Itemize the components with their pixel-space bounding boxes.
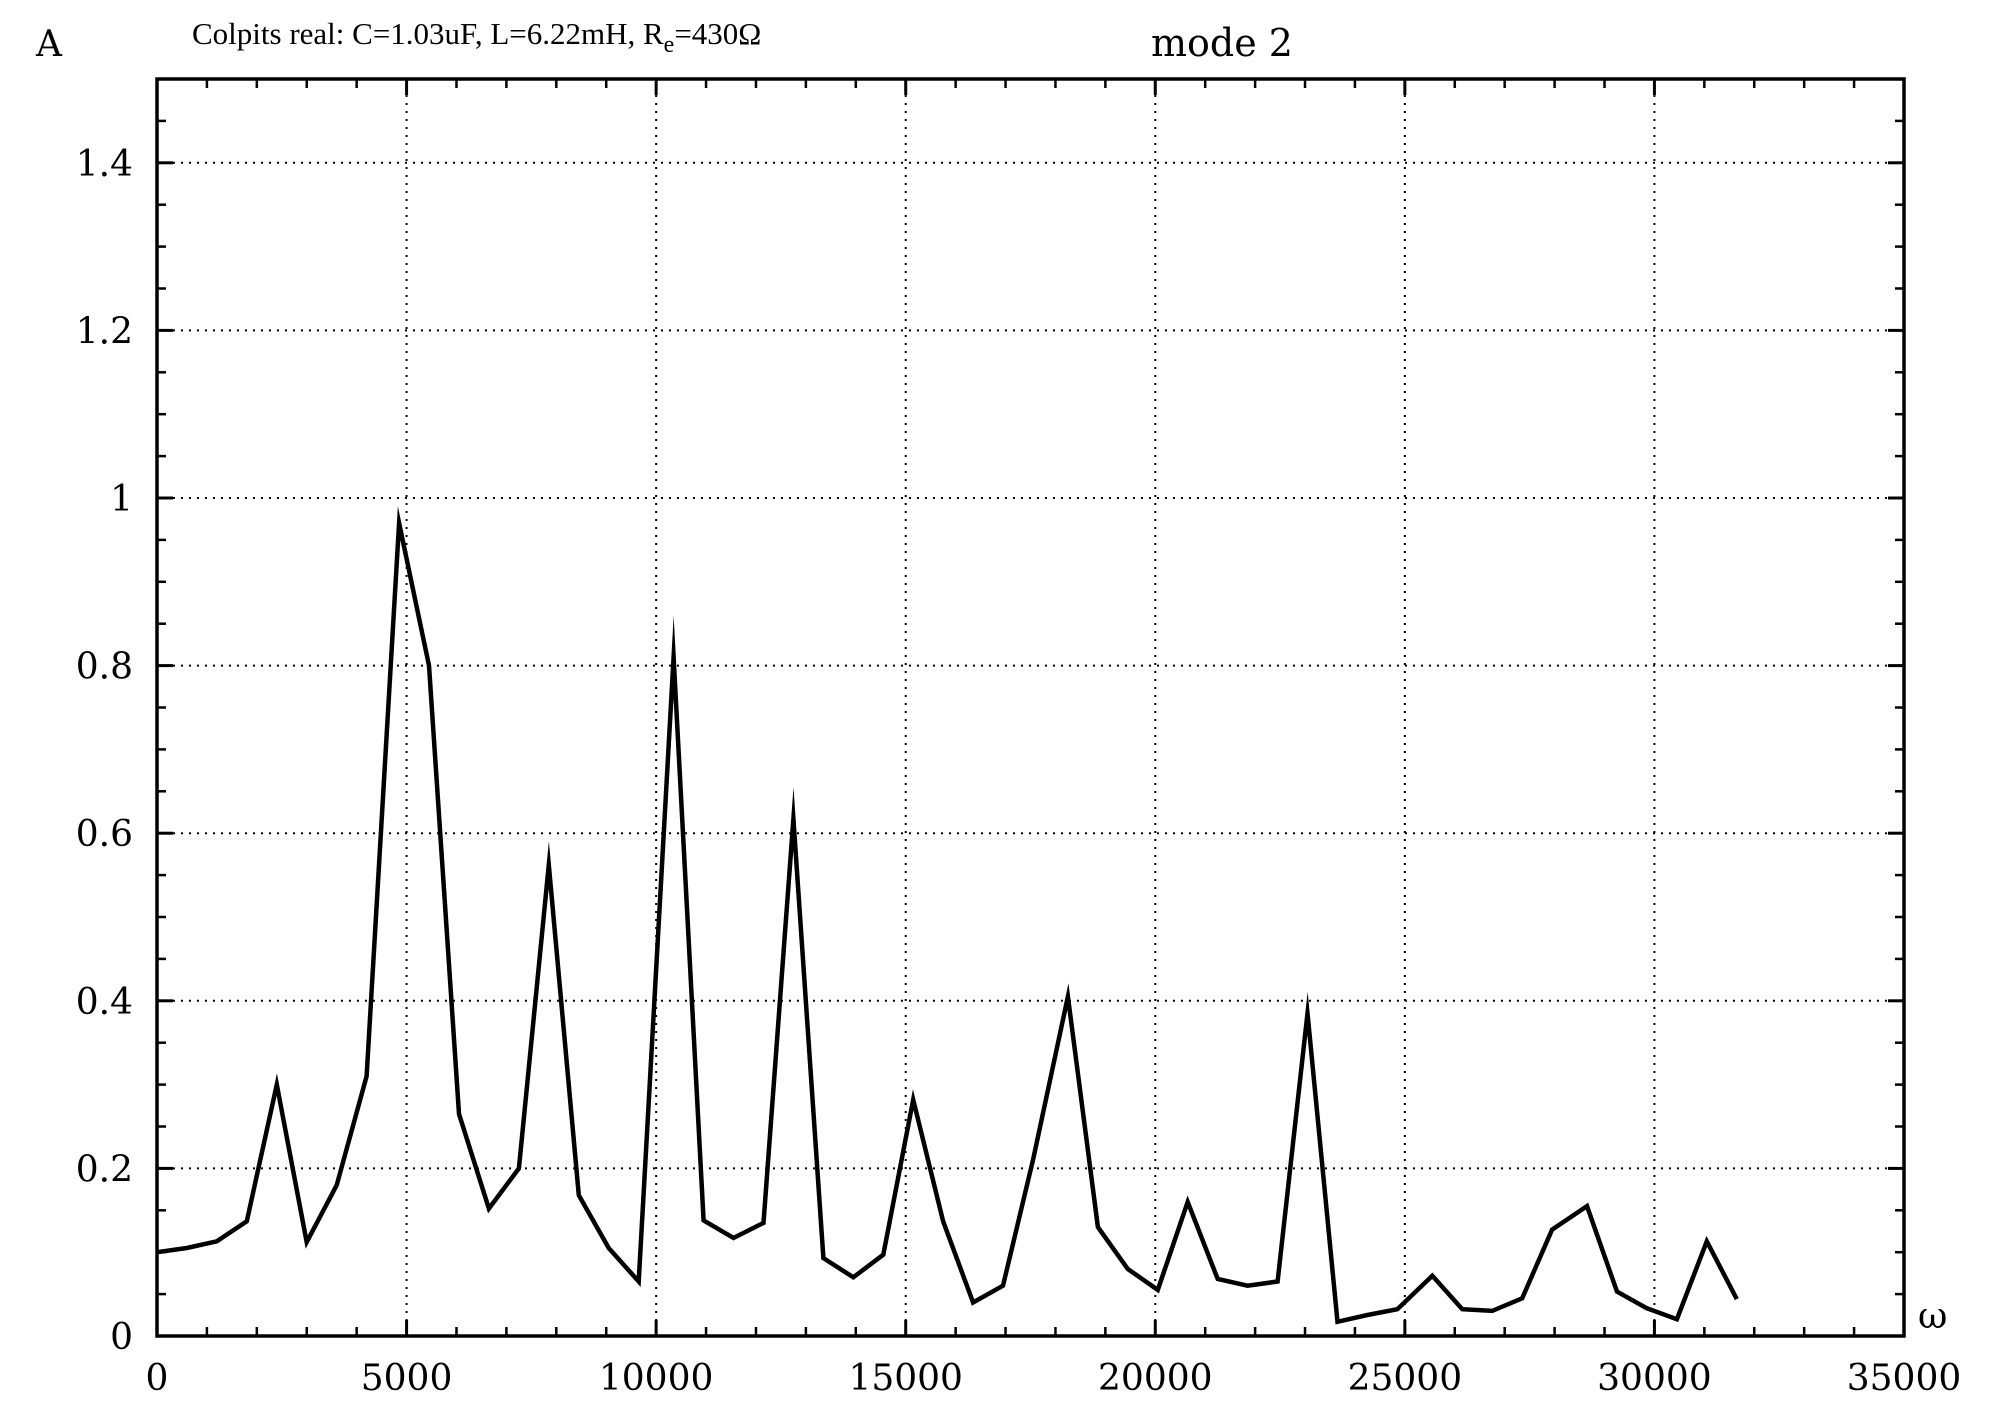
y-tick-label: 1 (110, 479, 133, 520)
y-axis-label: A (35, 24, 63, 65)
x-tick-label: 25000 (1348, 1358, 1463, 1399)
subtitle-suffix: =430Ω (674, 16, 761, 51)
x-tick-label: 5000 (361, 1358, 453, 1399)
chart-subtitle: Colpits real: C=1.03uF, L=6.22mH, Re=430… (192, 16, 761, 58)
chart-title: mode 2 (1151, 21, 1293, 65)
series-line-0 (156, 506, 1739, 1325)
y-tick-label: 0.4 (76, 982, 133, 1023)
x-tick-label: 30000 (1597, 1358, 1712, 1399)
series-layer (156, 506, 1739, 1325)
x-tick-label: 0 (146, 1358, 169, 1399)
subtitle-subscript: e (664, 32, 675, 58)
y-tick-label: 1.2 (76, 311, 133, 352)
x-axis-label: ω (1918, 1296, 1947, 1337)
x-tick-label: 35000 (1847, 1358, 1962, 1399)
plot-frame (155, 77, 1906, 1338)
x-tick-label: 10000 (599, 1358, 714, 1399)
y-tick-label: 0.2 (76, 1149, 133, 1190)
subtitle-prefix: Colpits real: C=1.03uF, L=6.22mH, R (192, 16, 664, 51)
tick-labels: 0 5000 10000 15000 20000 25000 30000 35000 0 0.2 0… (76, 144, 1962, 1399)
y-tick-label: 0.6 (76, 814, 133, 855)
y-tick-label: 1.4 (76, 144, 133, 185)
x-tick-label: 20000 (1098, 1358, 1213, 1399)
x-tick-label: 15000 (848, 1358, 963, 1399)
y-tick-label: 0 (110, 1317, 133, 1358)
y-tick-label: 0.8 (76, 647, 133, 688)
